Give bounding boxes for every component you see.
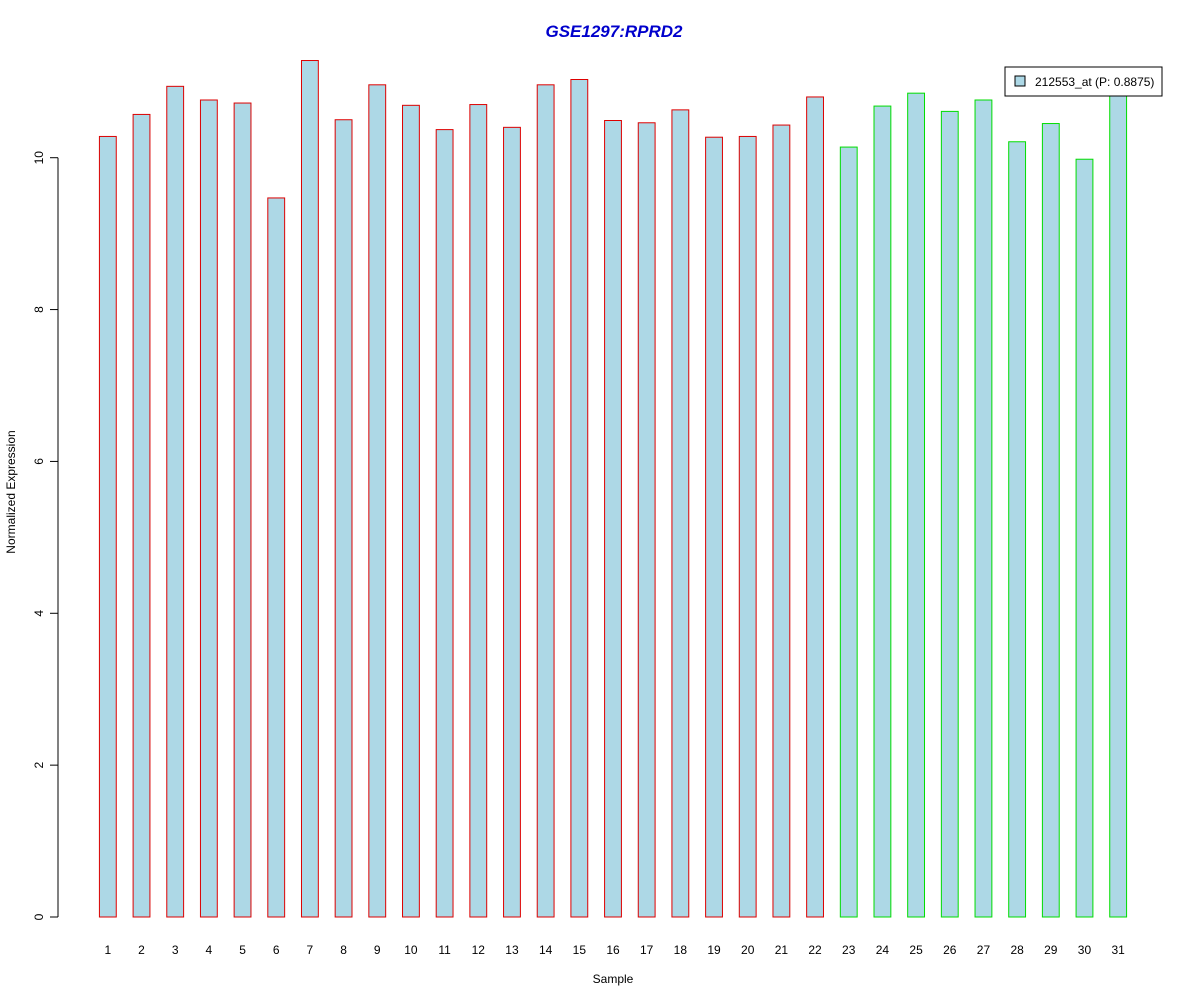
legend: 212553_at (P: 0.8875): [1004, 66, 1163, 97]
x-tick-label: 26: [943, 943, 957, 957]
x-tick-label: 31: [1111, 943, 1125, 957]
x-tick-label: 11: [438, 943, 451, 957]
y-tick-label: 10: [32, 151, 46, 165]
bar-sample-30: [1075, 158, 1094, 918]
bar-sample-27: [974, 99, 993, 918]
x-tick-label: 4: [206, 943, 213, 957]
x-tick-label: 9: [374, 943, 381, 957]
bar-sample-31: [1109, 94, 1128, 918]
bar-sample-6: [267, 197, 286, 918]
bar-sample-10: [402, 104, 420, 918]
x-tick-label: 28: [1010, 943, 1024, 957]
bars: [98, 60, 1128, 918]
x-tick-label: 10: [404, 943, 418, 957]
x-tick-label: 16: [606, 943, 620, 957]
bar-sample-24: [873, 105, 892, 918]
bar-sample-17: [637, 122, 656, 918]
bar-sample-9: [368, 84, 387, 918]
x-tick-label: 22: [808, 943, 822, 957]
bar-sample-15: [570, 79, 589, 918]
bar-sample-19: [705, 136, 723, 918]
bar-sample-7: [300, 60, 319, 918]
y-axis-label: Normalized Expression: [4, 430, 18, 553]
bar-sample-3: [166, 85, 185, 918]
bar-sample-20: [738, 135, 757, 918]
y-tick-label: 2: [32, 761, 46, 768]
x-tick-label: 13: [505, 943, 519, 957]
bar-sample-4: [199, 99, 218, 918]
y-axis: 0 2 4 6 8 10: [32, 151, 59, 920]
x-tick-label: 17: [640, 943, 654, 957]
x-tick-labels: 1 2 3 4 5 6 7 8 9 10 11 12 13 14 15 16 17 18 19 20 21 22 23 24 2…: [104, 943, 1125, 957]
bar-sample-25: [907, 92, 926, 918]
bar-sample-5: [233, 102, 252, 918]
x-tick-label: 8: [340, 943, 347, 957]
x-tick-label: 1: [104, 943, 111, 957]
y-tick-label: 8: [32, 306, 46, 313]
bar-sample-22: [806, 96, 824, 918]
bar-sample-26: [940, 110, 959, 918]
x-tick-label: 29: [1044, 943, 1058, 957]
bar-sample-11: [435, 129, 454, 918]
bar-sample-8: [334, 119, 353, 918]
x-tick-label: 21: [775, 943, 789, 957]
bar-sample-2: [132, 113, 151, 918]
x-tick-label: 15: [573, 943, 587, 957]
bar-sample-14: [536, 84, 555, 918]
y-tick-label: 0: [32, 913, 46, 920]
legend-label: 212553_at (P: 0.8875): [1035, 75, 1154, 89]
bar-sample-18: [671, 109, 690, 918]
x-axis-label: Sample: [593, 972, 634, 986]
x-tick-label: 18: [674, 943, 688, 957]
x-tick-label: 23: [842, 943, 856, 957]
x-tick-label: 19: [707, 943, 721, 957]
bar-sample-1: [98, 135, 117, 918]
y-tick-label: 6: [32, 458, 46, 465]
bar-sample-21: [772, 124, 791, 918]
chart-title: GSE1297:RPRD2: [545, 22, 683, 41]
x-tick-label: 20: [741, 943, 755, 957]
x-tick-label: 7: [307, 943, 314, 957]
y-tick-label: 4: [32, 610, 46, 617]
x-tick-label: 6: [273, 943, 280, 957]
x-tick-label: 27: [977, 943, 991, 957]
bar-sample-23: [839, 146, 858, 918]
bar-sample-13: [503, 126, 521, 918]
x-tick-label: 24: [876, 943, 890, 957]
bar-sample-28: [1008, 141, 1027, 918]
bar-sample-16: [604, 120, 622, 918]
x-tick-label: 2: [138, 943, 145, 957]
x-tick-label: 14: [539, 943, 553, 957]
legend-swatch: [1014, 75, 1026, 87]
x-tick-label: 30: [1078, 943, 1092, 957]
x-tick-label: 25: [909, 943, 923, 957]
bar-sample-12: [469, 104, 488, 918]
x-tick-label: 12: [472, 943, 486, 957]
x-tick-label: 5: [239, 943, 246, 957]
bar-sample-29: [1041, 123, 1060, 918]
legend-box: [1004, 66, 1163, 97]
x-tick-label: 3: [172, 943, 179, 957]
